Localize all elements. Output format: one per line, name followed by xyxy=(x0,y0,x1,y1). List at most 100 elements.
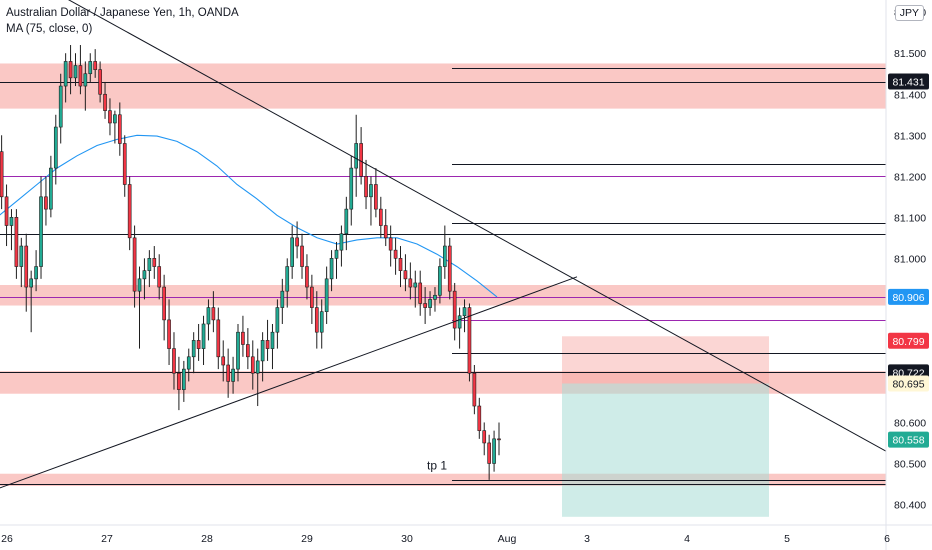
candle-body xyxy=(246,344,250,358)
candle-body xyxy=(19,245,24,267)
candle xyxy=(93,49,98,78)
candle xyxy=(186,348,191,382)
candle-body xyxy=(295,237,299,247)
candle-body xyxy=(152,258,157,267)
candle xyxy=(39,176,43,279)
candle xyxy=(132,225,137,308)
trendlines[interactable] xyxy=(0,0,912,496)
time-axis[interactable]: 26 27 28 29 30 Aug 3 4 5 6 xyxy=(1,533,890,545)
time-tick-label: 4 xyxy=(684,533,690,545)
currency-button[interactable]: JPY xyxy=(894,5,924,21)
candle-body xyxy=(393,249,398,259)
candle xyxy=(83,61,88,111)
candle xyxy=(305,254,309,300)
candle-body xyxy=(482,430,487,444)
price-label-bg xyxy=(888,332,929,349)
time-tick-label: 26 xyxy=(1,533,13,545)
candle-body xyxy=(349,167,354,210)
candle xyxy=(117,102,122,156)
candle xyxy=(241,315,245,357)
candle-body xyxy=(467,307,472,374)
candle xyxy=(157,254,162,300)
price-tick-label: 81.100 xyxy=(894,212,926,224)
candle-body xyxy=(319,311,324,333)
candle xyxy=(231,356,235,394)
stop-loss-area[interactable] xyxy=(562,336,769,384)
moving-average xyxy=(0,134,498,298)
price-label-bg xyxy=(888,288,929,305)
time-tick-label: 6 xyxy=(884,533,890,545)
candle-body xyxy=(433,294,437,300)
candle-body xyxy=(354,143,359,169)
price-label-text: 80.906 xyxy=(892,292,924,304)
candle-body xyxy=(9,217,14,226)
candle xyxy=(260,332,265,382)
candle xyxy=(113,110,117,144)
price-label-text: 80.558 xyxy=(892,435,924,447)
candle xyxy=(172,332,176,390)
candle xyxy=(383,209,388,247)
candle-body xyxy=(364,175,368,198)
candle xyxy=(98,61,102,103)
candle xyxy=(137,266,142,349)
candle xyxy=(393,237,398,275)
candle-body xyxy=(403,270,408,280)
candle xyxy=(467,303,472,382)
candle-body xyxy=(270,331,275,349)
candle-body xyxy=(413,282,418,288)
trendline[interactable] xyxy=(0,276,578,496)
candle xyxy=(246,328,250,370)
candle-body xyxy=(418,282,423,304)
price-tick-label: 80.600 xyxy=(894,417,926,429)
candle xyxy=(73,53,78,87)
candle-body xyxy=(492,438,496,464)
candle xyxy=(329,250,334,292)
candle-body xyxy=(231,368,235,382)
candles xyxy=(0,45,501,480)
candle-body xyxy=(103,93,107,111)
candle-body xyxy=(73,65,78,79)
candle-body xyxy=(167,319,171,349)
candle xyxy=(53,114,58,185)
candle-body xyxy=(462,307,467,317)
price-label-bg xyxy=(888,73,929,90)
candle xyxy=(127,176,132,251)
time-tick-label: 29 xyxy=(301,533,313,545)
candle xyxy=(4,184,9,247)
candle xyxy=(433,287,437,312)
candle-body xyxy=(497,438,501,441)
candle xyxy=(201,315,206,366)
candle xyxy=(310,274,314,324)
price-label: 80.695 xyxy=(888,375,929,392)
candle-body xyxy=(29,278,33,288)
candle-body xyxy=(443,245,447,267)
time-tick-label: Aug xyxy=(498,533,517,545)
candle-body xyxy=(53,126,58,169)
candle-body xyxy=(108,110,112,124)
candle-body xyxy=(182,368,186,390)
price-label: 80.799 xyxy=(888,332,929,349)
take-profit-area[interactable] xyxy=(562,383,769,517)
candle xyxy=(147,250,152,288)
trendline[interactable] xyxy=(2,0,912,466)
candle-body xyxy=(0,151,4,198)
candle-body xyxy=(98,69,102,95)
candle-body xyxy=(241,331,245,345)
candle xyxy=(206,299,211,341)
price-label: 80.906 xyxy=(888,288,929,305)
candle xyxy=(334,241,339,279)
candle xyxy=(418,270,423,316)
price-label: 81.431 xyxy=(888,73,929,90)
candle xyxy=(354,114,359,197)
price-label-text: 80.799 xyxy=(892,336,924,348)
candle xyxy=(9,209,14,251)
short-position-tool[interactable] xyxy=(562,336,769,517)
candle xyxy=(280,278,285,324)
candle xyxy=(221,340,226,382)
candle-body xyxy=(117,114,122,144)
price-label: 80.558 xyxy=(888,431,929,448)
candle xyxy=(457,307,462,349)
price-zone xyxy=(0,285,886,306)
candle-body xyxy=(58,85,63,128)
